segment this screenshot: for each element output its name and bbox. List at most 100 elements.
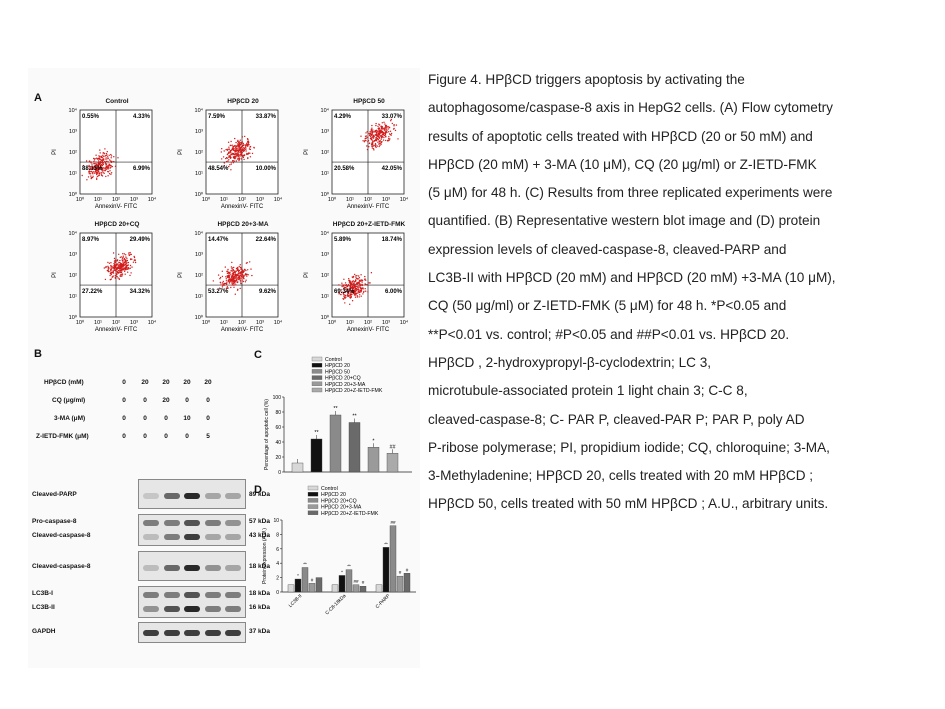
condition-value: 0	[206, 397, 210, 404]
significance-mark: **	[384, 541, 388, 546]
significance-mark: #	[399, 570, 402, 575]
facs-plot-title: HPβCD 20+CQ	[94, 221, 140, 228]
legend-swatch	[311, 387, 323, 393]
y-tick-label: 10²	[195, 150, 203, 156]
facs-plot-title: HPβCD 20+3-MA	[217, 221, 269, 228]
significance-mark: ##	[390, 520, 396, 525]
x-tick-label: 10¹	[346, 320, 354, 326]
x-tick-label: 10⁴	[148, 196, 157, 203]
blot-protein-label: Cleaved-caspase-8	[32, 563, 91, 570]
condition-value: 20	[183, 379, 191, 386]
legend-swatch	[311, 356, 323, 362]
bar	[396, 575, 404, 593]
blot-band	[163, 606, 180, 612]
legend-entry: HPβCD 20+CQ	[321, 498, 357, 504]
y-tick-label: 60	[275, 425, 281, 431]
blot-strip	[138, 514, 246, 546]
blot-protein-label: GAPDH	[32, 628, 56, 635]
x-axis-label: AnnexinV- FITC	[221, 204, 264, 210]
quadrant-value: 42.05%	[382, 166, 403, 172]
x-tick-label: 10⁰	[328, 319, 337, 326]
quadrant-value: 29.49%	[130, 237, 151, 243]
condition-value: 0	[122, 379, 126, 386]
condition-value: 0	[122, 415, 126, 422]
x-tick-label: 10⁰	[328, 196, 337, 203]
legend-swatch	[311, 381, 323, 386]
quadrant-value: 18.74%	[382, 237, 403, 243]
blot-band	[225, 630, 241, 636]
bar	[294, 578, 302, 593]
legend-entry: HPβCD 50	[325, 369, 350, 375]
x-category-label: C-C8-18kDa	[324, 593, 347, 616]
blot-band	[184, 520, 200, 526]
x-axis-label: AnnexinV- FITC	[347, 327, 390, 333]
blot-band	[204, 534, 221, 540]
quadrant-value: 8.97%	[82, 237, 100, 243]
bar	[386, 453, 399, 473]
bar	[382, 547, 390, 593]
condition-value: 20	[162, 397, 170, 404]
significance-mark: **	[347, 564, 351, 569]
x-tick-label: 10⁴	[274, 319, 283, 326]
condition-value: 20	[162, 379, 170, 386]
y-tick-label: 10²	[69, 273, 77, 279]
y-axis-label: Protein expression (A.U.)	[262, 528, 268, 584]
significance-mark: **	[333, 406, 338, 412]
caption-line: results of apoptotic cells treated with …	[428, 128, 813, 144]
x-tick-label: 10²	[238, 197, 246, 203]
caption-line: P-ribose polymerase; PI, propidium iodid…	[428, 439, 830, 455]
caption-line: autophagosome/caspase-8 axis in HepG2 ce…	[428, 100, 833, 116]
significance-mark: **	[303, 562, 307, 567]
blot-kda-label: 57 kDa	[249, 518, 270, 525]
blot-protein-label: Pro-caspase-8	[32, 518, 77, 525]
bar	[345, 569, 353, 593]
legend-entry: HPβCD 20	[321, 492, 346, 498]
y-tick-label: 0	[278, 470, 281, 476]
y-tick-label: 10⁴	[69, 230, 78, 237]
blot-band	[225, 534, 241, 540]
x-tick-label: 10⁴	[400, 196, 409, 203]
blot-band	[184, 534, 200, 540]
y-tick-label: 10²	[321, 273, 329, 279]
condition-value: 10	[183, 415, 191, 422]
condition-value: 5	[206, 433, 210, 440]
caption-line: expression levels of cleaved-caspase-8, …	[428, 241, 787, 257]
y-tick-label: 10¹	[195, 294, 203, 300]
x-tick-label: 10³	[382, 320, 390, 326]
blot-strip	[138, 622, 246, 643]
x-tick-label: 10¹	[346, 197, 354, 203]
quadrant-value: 4.33%	[133, 114, 151, 120]
significance-mark: #	[406, 567, 409, 572]
blot-band	[143, 520, 159, 526]
facs-plot-title: HPβCD 20	[227, 98, 259, 105]
blot-band	[184, 592, 200, 598]
blot-band	[143, 493, 159, 499]
blot-band	[184, 606, 200, 612]
quadrant-value: 9.62%	[259, 289, 277, 295]
legend-entry: Control	[321, 486, 338, 492]
blot-band	[143, 630, 159, 636]
significance-mark: **	[314, 430, 319, 436]
bar	[338, 575, 346, 593]
condition-value: 0	[206, 415, 210, 422]
x-tick-label: 10²	[364, 197, 372, 203]
y-tick-label: 0	[276, 590, 279, 596]
significance-mark: **	[352, 414, 357, 420]
caption-line: quantified. (B) Representative western b…	[428, 213, 821, 229]
legend-entry: HPβCD 20	[325, 363, 350, 369]
legend-entry: HPβCD 20+Z-IETD-FMK	[321, 511, 379, 517]
significance-mark: *	[297, 573, 299, 578]
x-tick-label: 10²	[364, 320, 372, 326]
condition-value: 0	[185, 433, 189, 440]
x-tick-label: 10¹	[94, 197, 102, 203]
panel-b-label: B	[34, 348, 42, 360]
y-tick-label: 10³	[69, 252, 77, 258]
blot-band	[184, 493, 200, 499]
quadrant-value: 5.89%	[334, 237, 352, 243]
quadrant-value: 6.00%	[385, 289, 403, 295]
